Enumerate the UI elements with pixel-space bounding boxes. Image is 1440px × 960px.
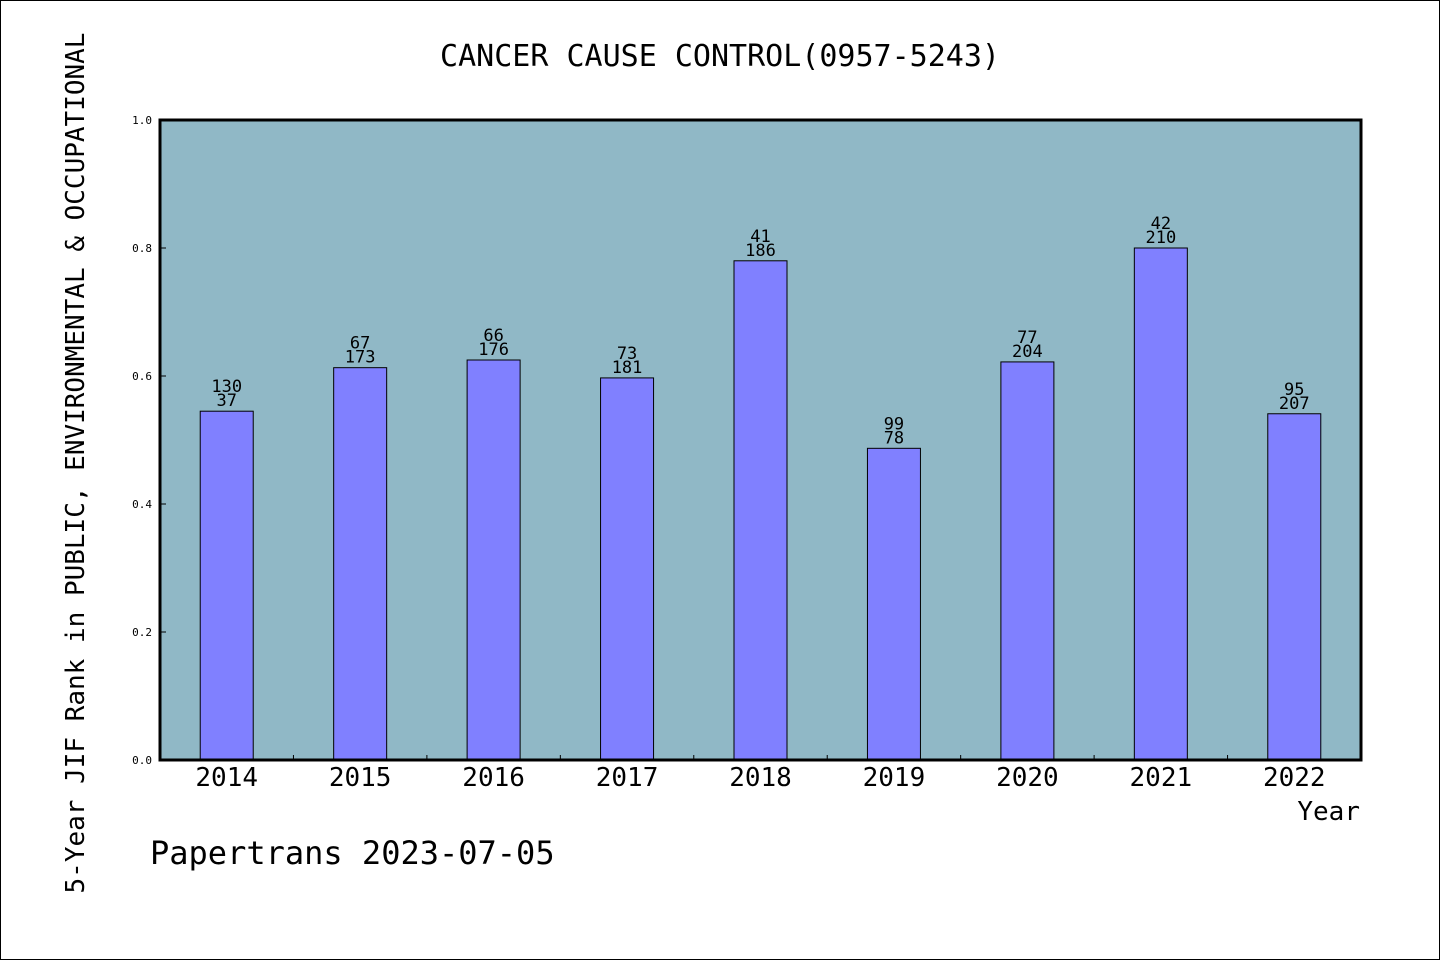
bar-2016	[466, 359, 521, 761]
x-tick-label-2017: 2017	[596, 763, 659, 793]
y-tick-label: 0.4	[132, 498, 152, 511]
bar-2015	[333, 367, 388, 761]
x-tick-label-2018: 2018	[729, 763, 792, 793]
y-tick-label: 0.0	[132, 754, 152, 767]
bar-2017	[600, 377, 655, 761]
bar-rank-label-2019: 99	[884, 414, 904, 434]
x-tick-label-2016: 2016	[462, 763, 525, 793]
bar-total-label-2022: 207	[1279, 394, 1310, 414]
bar-2022	[1267, 413, 1322, 761]
y-tick-label: 0.6	[132, 370, 152, 383]
bar-2014	[199, 410, 254, 761]
bar-rank-label-2018: 41	[750, 227, 770, 247]
bar-2018	[733, 260, 788, 761]
x-tick-label-2015: 2015	[329, 763, 392, 793]
bar-total-label-2015: 173	[345, 348, 376, 368]
bar-2020	[1000, 361, 1055, 761]
bar-rank-label-2021: 42	[1151, 214, 1171, 234]
x-tick-label-2021: 2021	[1130, 763, 1193, 793]
bar-total-label-2020: 204	[1012, 342, 1043, 362]
chart-title: CANCER CAUSE CONTROL(0957-5243)	[440, 39, 1000, 74]
y-axis-label: 5-Year JIF Rank in PUBLIC, ENVIRONMENTAL…	[61, 33, 91, 894]
x-tick-label-2019: 2019	[863, 763, 926, 793]
bar-2019	[866, 447, 921, 761]
x-axis: 2014 2015 2016 2017 2018 2019 2020 2021 2022	[195, 755, 1326, 793]
x-tick-label-2014: 2014	[195, 763, 258, 793]
bar-rank-label-2015: 67	[350, 334, 370, 354]
bar-total-label-2014: 37	[216, 391, 236, 411]
bar-rank-label-2022: 95	[1284, 380, 1304, 400]
bar-total-label-2016: 176	[478, 340, 509, 360]
bar-total-label-2018: 186	[745, 241, 776, 261]
plot-border	[158, 118, 1363, 762]
bar-2021	[1133, 247, 1188, 761]
y-axis: 0.0 0.2 0.4 0.6 0.8 1.0	[132, 114, 166, 767]
y-tick-label: 0.8	[132, 242, 152, 255]
bar-rank-label-2017: 73	[617, 344, 637, 364]
bar-rank-label-2020: 77	[1017, 328, 1037, 348]
y-tick-label: 0.2	[132, 626, 152, 639]
bar-total-label-2019: 78	[884, 428, 904, 448]
x-tick-label-2022: 2022	[1263, 763, 1326, 793]
bar-rank-label-2016: 66	[483, 326, 503, 346]
y-tick-label: 1.0	[132, 114, 152, 127]
bar-total-label-2021: 210	[1145, 228, 1176, 248]
footer-text: Papertrans 2023-07-05	[150, 834, 555, 872]
x-axis-label: Year	[1297, 797, 1360, 827]
bar-rank-label-2014: 130	[211, 377, 242, 397]
x-tick-label-2020: 2020	[996, 763, 1059, 793]
bar-total-label-2017: 181	[612, 358, 643, 378]
